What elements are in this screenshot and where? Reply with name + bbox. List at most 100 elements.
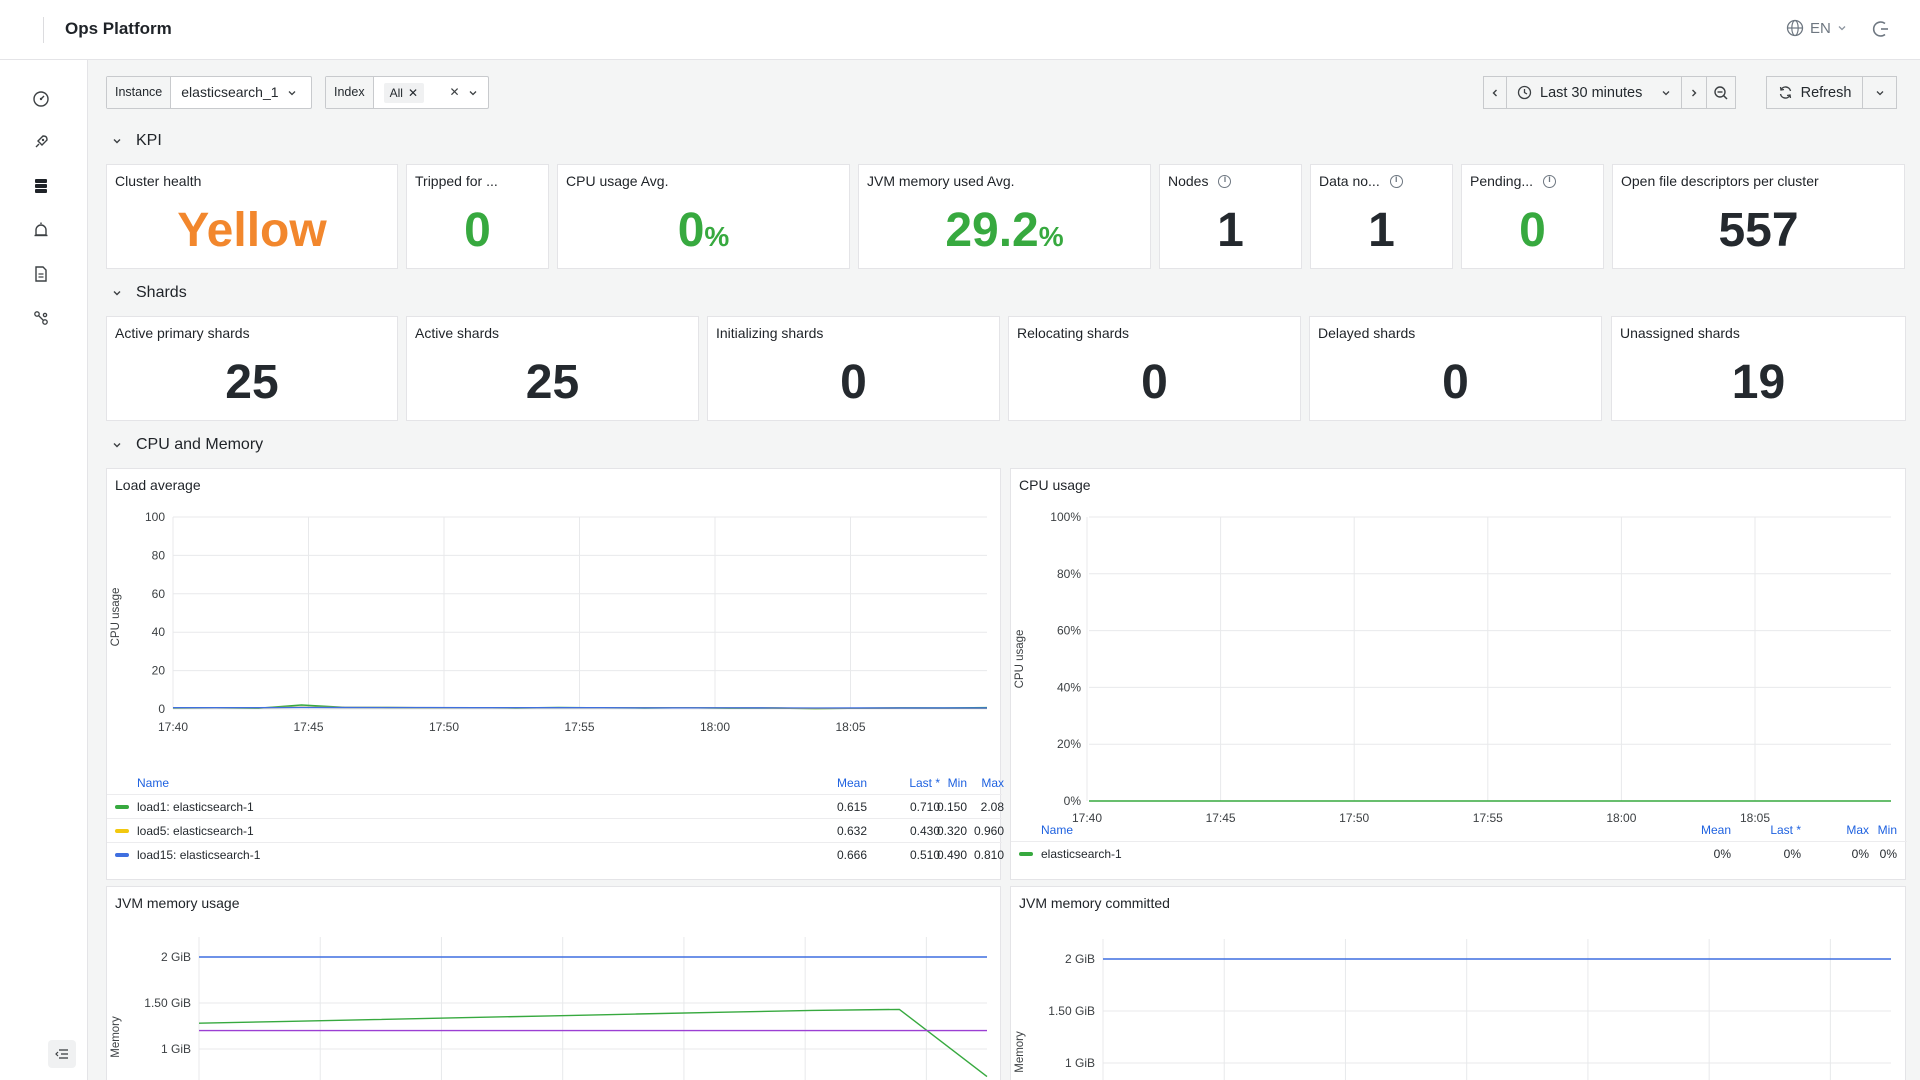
kpi-pending-title: Pending... [1470,173,1557,189]
delayed-shards-title: Delayed shards [1318,325,1415,341]
legend-last-value: 0% [1783,847,1801,861]
active-shards-title: Active shards [415,325,499,341]
time-back-button[interactable] [1483,76,1507,109]
alarm-icon [34,222,48,237]
kpi-cluster-health-number: Yellow [177,204,327,257]
kpi-jvm-memory-used-avg-value: 29.2% [859,203,1150,265]
chevron-down-icon [1838,26,1846,31]
kpi-nodes-number: 1 [1217,204,1244,257]
y-tick-label: 1 GiB [161,1042,191,1056]
rocket-icon [35,135,48,148]
section-kpi[interactable]: KPI [112,132,162,150]
kpi-pending-label: Pending... [1470,173,1534,189]
kpi-cpu-usage-avg-label: CPU usage Avg. [566,173,669,189]
x-tick-label: 17:50 [1339,811,1369,825]
y-tick-label: 20% [1057,737,1081,751]
x-tick-label: 17:55 [1473,811,1503,825]
time-range-picker[interactable]: Last 30 minutes [1506,76,1682,109]
jvm-memory-usage-chart: 2 GiB 1.50 GiB 1 GiB Memory [110,937,988,1080]
kpi-cluster-health-title: Cluster health [115,173,201,189]
legend-row[interactable]: load15: elasticsearch-1 0.666 0.510 0.810 0.… [107,842,1004,866]
legend-header-min[interactable]: Min [1877,823,1897,837]
legend-header-max[interactable]: Max [1846,823,1869,837]
index-select[interactable]: All ✕ ✕ [374,77,488,108]
refresh-label: Refresh [1800,84,1852,101]
section-shards[interactable]: Shards [112,284,187,302]
relocating-shards-number: 0 [1141,356,1168,409]
load-average-title: Load average [115,477,201,493]
kpi-nodes-value: 1 [1160,203,1301,259]
nav-alarms[interactable] [28,217,54,243]
x-tick-label: 17:45 [1206,811,1236,825]
clear-icon[interactable]: ✕ [449,85,460,99]
x-tick-label: 18:05 [835,720,865,734]
nav-dashboard[interactable] [28,85,54,111]
y-axis-label: Memory [1014,1031,1026,1073]
document-icon [35,266,47,282]
relocating-shards-value: 0 [1009,355,1300,411]
collapse-sidebar-button[interactable] [48,1040,76,1068]
info-icon[interactable] [1543,174,1557,188]
index-filter-label: Index [326,77,374,108]
y-tick-label: 40 [152,625,166,639]
initializing-shards-number: 0 [840,356,867,409]
x-tick-label: 17:40 [1072,811,1102,825]
legend-row[interactable]: load5: elasticsearch-1 0.632 0.430 0.960 0.3… [107,818,1004,842]
kpi-cluster-health-panel: Cluster health Yellow [106,164,398,269]
legend-header-last[interactable]: Last * [909,776,940,790]
unassigned-shards-label: Unassigned shards [1620,325,1740,341]
legend-header-mean[interactable]: Mean [836,776,867,790]
time-forward-button[interactable] [1681,76,1707,109]
y-tick-label: 1 GiB [1065,1056,1095,1070]
legend-header-mean[interactable]: Mean [1700,823,1731,837]
active-shards-value: 25 [407,355,698,411]
nav-topology[interactable] [28,305,54,331]
y-tick-label: 0% [1064,794,1082,808]
jvm-memory-usage-panel: JVM memory usage 2 GiB 1.50 GiB 1 GiB Memor… [106,886,1001,1080]
index-chip-label: All [389,85,403,100]
main-content: Instance elasticsearch_1 Index All ✕ ✕ L… [88,60,1920,1080]
kpi-tripped-for-value: 0 [407,203,548,259]
info-icon[interactable] [1218,174,1232,188]
refresh-interval-dropdown[interactable] [1862,76,1897,109]
remove-chip-icon[interactable]: ✕ [407,85,418,100]
zoom-out-button[interactable] [1706,76,1736,109]
nav-deploy[interactable] [28,129,54,155]
kpi-nodes-label: Nodes [1168,173,1209,189]
y-axis-label: Memory [110,1016,122,1058]
cpu-usage-title: CPU usage [1019,477,1091,493]
logout-button[interactable] [1871,19,1891,44]
active-shards-label: Active shards [415,325,500,341]
kpi-open-file-descriptors-per-cluster-panel: Open file descriptors per cluster 557 [1612,164,1905,269]
legend-header-max[interactable]: Max [981,776,1004,790]
delayed-shards-label: Delayed shards [1318,325,1416,341]
legend-swatch [115,829,129,833]
load-average-legend: Name Mean Last * Max Min load1: elasticsearch… [107,774,1004,866]
legend-header-name[interactable]: Name [137,776,170,790]
legend-swatch [1019,852,1033,856]
section-cpu-memory[interactable]: CPU and Memory [112,436,263,454]
language-selector[interactable]: EN [1786,19,1847,37]
x-tick-label: 18:00 [1606,811,1636,825]
delayed-shards-number: 0 [1442,356,1469,409]
active-primary-shards-panel: Active primary shards 25 [106,316,398,421]
nav-documents[interactable] [28,261,54,287]
kpi-cpu-usage-avg-number: 0 [677,204,705,257]
legend-header-min[interactable]: Min [947,776,967,790]
kpi-nodes-title: Nodes [1168,173,1232,189]
legend-header-last[interactable]: Last * [1770,823,1801,837]
index-chip[interactable]: All ✕ [383,82,424,103]
instance-select[interactable]: elasticsearch_1 [171,77,311,108]
unassigned-shards-number: 19 [1731,356,1786,409]
legend-row[interactable]: load1: elasticsearch-1 0.615 0.710 2.08 0.15… [107,794,1004,818]
legend-row[interactable]: elasticsearch-1 0% 0% 0% 0% [1011,841,1907,865]
unassigned-shards-title: Unassigned shards [1620,325,1740,341]
nav-database[interactable] [28,173,54,199]
legend-header-name[interactable]: Name [1041,823,1074,837]
divider [43,17,44,43]
info-icon[interactable] [1389,174,1403,188]
kpi-open-file-descriptors-per-cluster-title: Open file descriptors per cluster [1621,173,1819,189]
database-icon [35,179,47,193]
refresh-button[interactable]: Refresh [1766,76,1863,109]
active-primary-shards-label: Active primary shards [115,325,250,341]
